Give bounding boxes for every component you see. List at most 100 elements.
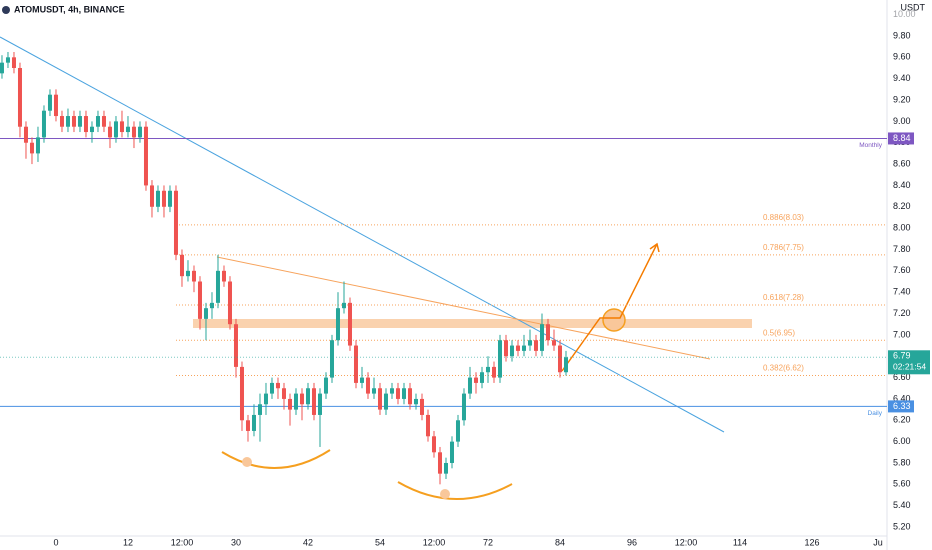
marker: [242, 457, 252, 467]
x-tick-label: 54: [375, 537, 385, 547]
candle-body: [89, 126, 94, 133]
trendline: [216, 256, 711, 360]
candle-body: [485, 366, 490, 373]
y-tick-label: 6.60: [893, 372, 911, 382]
candle-body: [287, 398, 292, 410]
y-tick-label: 5.80: [893, 457, 911, 467]
candle-body: [305, 388, 310, 405]
candle-body: [467, 377, 472, 394]
projection-arrow: [561, 243, 658, 372]
candle-body: [503, 340, 508, 357]
candle-body: [335, 308, 340, 341]
candle-body: [371, 388, 376, 394]
candle-body: [17, 68, 22, 127]
candle-body: [545, 324, 550, 341]
candle-body: [509, 345, 514, 357]
candle-body: [383, 393, 388, 410]
rounded-bottom: [221, 449, 331, 469]
y-tick-label: 9.20: [893, 94, 911, 104]
candle-body: [269, 382, 274, 394]
candle-body: [257, 404, 262, 415]
last-price-box: [888, 350, 930, 375]
y-tick-label: 9.60: [893, 52, 911, 62]
candle-body: [293, 393, 298, 410]
candle-body: [119, 121, 124, 133]
candle-body: [239, 366, 244, 421]
candle-body: [113, 121, 118, 138]
y-tick-label: 10.00: [893, 9, 916, 19]
x-tick-label: 42: [303, 537, 313, 547]
candle-body: [245, 420, 250, 431]
candle-body: [437, 452, 442, 474]
candle-body: [377, 388, 382, 410]
y-tick-label: 9.40: [893, 73, 911, 83]
candle-body: [161, 190, 166, 207]
x-tick-label: 30: [231, 537, 241, 547]
x-tick-label: 12: [123, 537, 133, 547]
candle-body: [155, 190, 160, 207]
fib-label: 0.5(6.95): [763, 328, 795, 337]
candle-body: [395, 388, 400, 399]
candle-body: [281, 388, 286, 399]
candle-body: [209, 302, 214, 309]
candle-body: [407, 388, 412, 405]
x-tick-label: 72: [483, 537, 493, 547]
candle-body: [473, 377, 478, 383]
candle-body: [131, 126, 136, 138]
candle-body: [167, 190, 172, 207]
level-label-box: [888, 400, 914, 413]
candle-body: [455, 420, 460, 442]
x-tick-label: 12:00: [171, 537, 194, 547]
candle-body: [41, 110, 46, 138]
candle-body: [71, 116, 76, 127]
candle-body: [431, 436, 436, 453]
candle-body: [0, 62, 4, 74]
fib-label: 0.886(8.03): [763, 213, 804, 222]
last-price-label: 6.79: [893, 351, 911, 361]
candle-body: [179, 254, 184, 277]
level-label: 8.84: [893, 133, 911, 143]
y-tick-label: 5.40: [893, 500, 911, 510]
x-tick-label: Ju: [873, 537, 883, 547]
candle-body: [527, 340, 532, 346]
candle-body: [359, 377, 364, 383]
symbol-icon: [2, 6, 10, 14]
y-tick-label: 7.40: [893, 287, 911, 297]
candle-body: [413, 398, 418, 405]
y-tick-label: 6.20: [893, 415, 911, 425]
y-tick-label: 7.00: [893, 329, 911, 339]
candle-body: [551, 340, 556, 346]
candle-body: [299, 393, 304, 405]
candle-body: [233, 324, 238, 367]
marker: [440, 489, 450, 499]
candle-body: [401, 388, 406, 399]
candle-body: [515, 345, 520, 351]
candle-body: [275, 382, 280, 389]
level-label-box: [888, 132, 914, 145]
candle-body: [539, 324, 544, 351]
candle-body: [443, 462, 448, 474]
candle-body: [107, 126, 112, 138]
candle-body: [5, 57, 10, 63]
x-tick-label: 126: [804, 537, 819, 547]
fib-label: 0.786(7.75): [763, 243, 804, 252]
rounded-bottom: [397, 481, 513, 500]
candle-body: [311, 388, 316, 415]
candle-body: [191, 270, 196, 282]
currency-label: USDT: [901, 2, 926, 12]
candle-body: [197, 281, 202, 319]
y-tick-label: 6.00: [893, 436, 911, 446]
y-tick-label: 7.80: [893, 244, 911, 254]
candle-body: [23, 126, 28, 143]
candle-body: [29, 142, 34, 154]
y-tick-label: 8.60: [893, 158, 911, 168]
candle-body: [389, 388, 394, 394]
candle-body: [365, 377, 370, 394]
x-tick-label: 114: [733, 537, 747, 547]
candle-body: [125, 126, 130, 133]
candle-body: [521, 345, 526, 351]
candle-body: [149, 185, 154, 207]
